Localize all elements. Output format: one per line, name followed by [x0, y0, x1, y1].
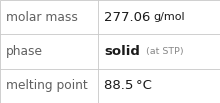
- Text: (at STP): (at STP): [140, 47, 183, 56]
- Text: 88.5 °C: 88.5 °C: [104, 79, 152, 92]
- Text: molar mass: molar mass: [6, 11, 78, 24]
- Text: 277.06: 277.06: [104, 11, 153, 24]
- Text: melting point: melting point: [6, 79, 88, 92]
- Text: g/mol: g/mol: [153, 12, 185, 22]
- Text: solid: solid: [104, 45, 140, 58]
- Text: phase: phase: [6, 45, 43, 58]
